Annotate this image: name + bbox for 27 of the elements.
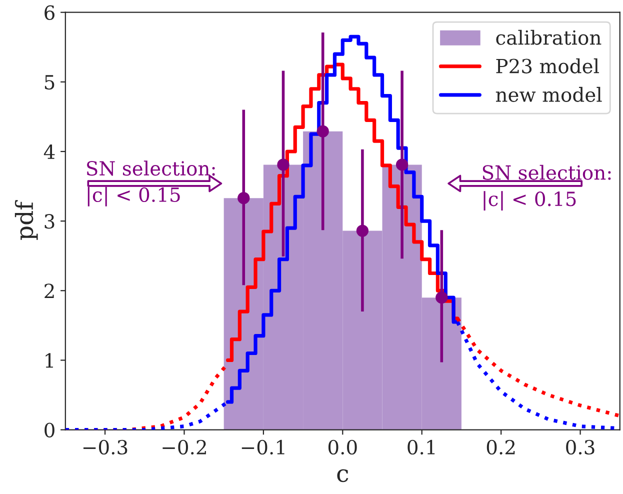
y-tick-label: 3 xyxy=(44,214,54,229)
y-tick-label: 0 xyxy=(44,422,54,438)
y-tick-label: 6 xyxy=(44,5,54,20)
x-tick-label: 0.2 xyxy=(486,440,515,455)
x-tick-label: −0.1 xyxy=(242,440,284,455)
x-axis-title: c xyxy=(337,469,348,482)
legend-label: calibration xyxy=(496,30,602,45)
point xyxy=(316,125,329,138)
point xyxy=(238,192,250,204)
x-tick-label: 0.0 xyxy=(328,440,357,455)
x-tick-label: −0.3 xyxy=(83,440,128,455)
point xyxy=(436,292,448,304)
y-tick-label: 2 xyxy=(44,284,54,298)
point xyxy=(277,158,290,171)
x-tick-label: −0.2 xyxy=(162,440,206,455)
annotation: SN selection: |c| < 0.15 xyxy=(87,160,215,206)
point xyxy=(356,224,369,237)
legend-label: P23 model xyxy=(496,58,599,74)
y-tick-label: 1 xyxy=(46,353,53,368)
y-tick-label: 5 xyxy=(44,75,54,90)
x-tick-label: 0.3 xyxy=(566,440,594,455)
point xyxy=(396,158,408,171)
y-axis-title: pdf xyxy=(14,200,38,240)
x-tick-label: 0.1 xyxy=(408,440,435,455)
y-tick-label: 4 xyxy=(44,144,55,159)
annotation: SN selection: |c| < 0.15 xyxy=(482,164,611,211)
legend-label: new model xyxy=(496,86,602,102)
